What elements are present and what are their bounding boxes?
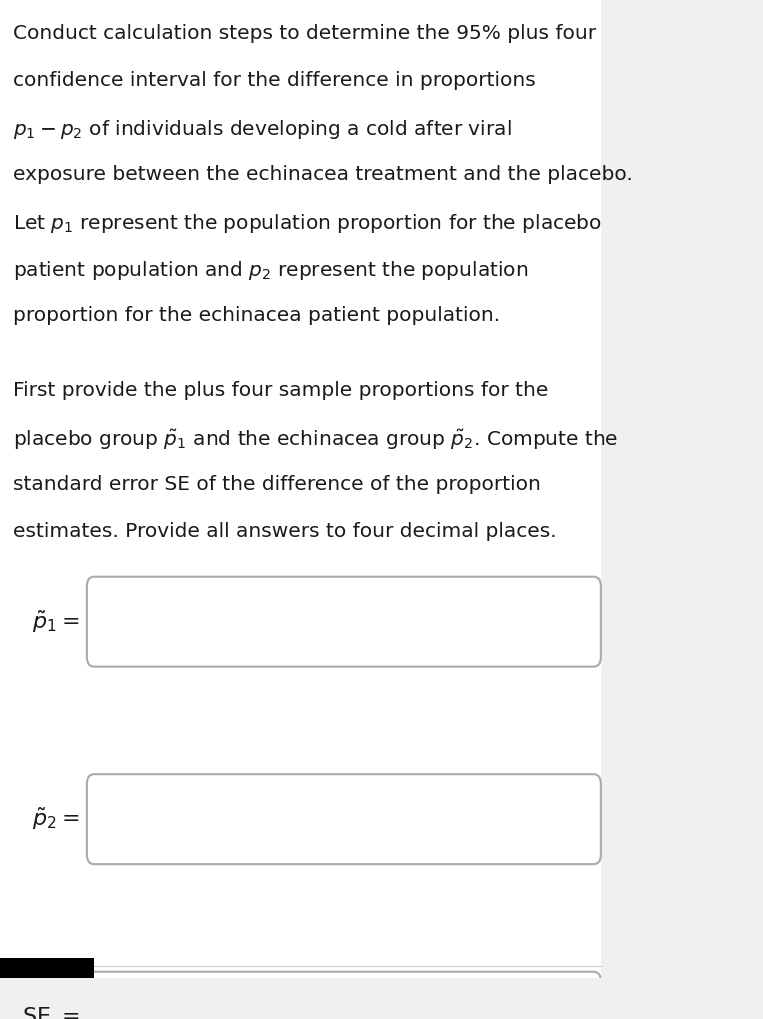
Text: $p_1 - p_2$ of individuals developing a cold after viral: $p_1 - p_2$ of individuals developing a … [13, 118, 512, 142]
Text: Let $p_1$ represent the population proportion for the placebo: Let $p_1$ represent the population propo… [13, 212, 602, 235]
FancyBboxPatch shape [0, 958, 94, 982]
Text: patient population and $p_2$ represent the population: patient population and $p_2$ represent t… [13, 259, 528, 282]
Text: standard error SE of the difference of the proportion: standard error SE of the difference of t… [13, 475, 541, 494]
Text: $\tilde{p}_2 =$: $\tilde{p}_2 =$ [32, 806, 79, 833]
FancyBboxPatch shape [87, 972, 601, 1019]
FancyBboxPatch shape [87, 577, 601, 666]
Text: SE $=$: SE $=$ [22, 1007, 79, 1019]
Text: placebo group $\tilde{p}_1$ and the echinacea group $\tilde{p}_2$. Compute the: placebo group $\tilde{p}_1$ and the echi… [13, 428, 618, 452]
Text: estimates. Provide all answers to four decimal places.: estimates. Provide all answers to four d… [13, 522, 557, 541]
FancyBboxPatch shape [0, 0, 601, 978]
Text: $\tilde{p}_1 =$: $\tilde{p}_1 =$ [32, 608, 79, 635]
Text: First provide the plus four sample proportions for the: First provide the plus four sample propo… [13, 381, 549, 400]
FancyBboxPatch shape [87, 774, 601, 864]
Text: proportion for the echinacea patient population.: proportion for the echinacea patient pop… [13, 306, 501, 325]
Text: exposure between the echinacea treatment and the placebo.: exposure between the echinacea treatment… [13, 165, 633, 184]
Text: Conduct calculation steps to determine the 95% plus four: Conduct calculation steps to determine t… [13, 24, 596, 44]
Text: confidence interval for the difference in proportions: confidence interval for the difference i… [13, 71, 536, 91]
